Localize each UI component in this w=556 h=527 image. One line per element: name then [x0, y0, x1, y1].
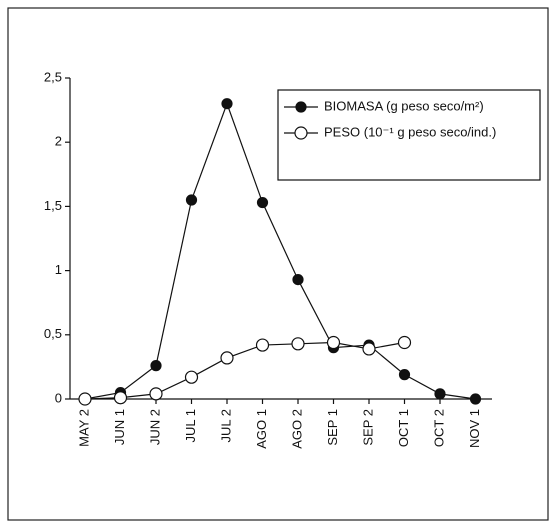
- series-line: [84, 341, 405, 400]
- y-tick-label: 1,5: [44, 198, 62, 213]
- x-tick-label: JUN 2: [147, 409, 162, 445]
- point: [220, 351, 234, 365]
- y-tick-label: 2: [55, 134, 62, 149]
- point: [113, 391, 128, 405]
- frame: [7, 7, 549, 521]
- y-tick-label: 1: [55, 262, 62, 277]
- legend-box: [277, 89, 541, 181]
- legend-marker: [295, 101, 307, 113]
- point: [150, 360, 162, 372]
- x-tick-label: NOV 1: [467, 409, 482, 448]
- x-tick-label: JUL 2: [218, 409, 233, 442]
- point: [469, 393, 482, 405]
- legend-label: BIOMASA (g peso seco/m²): [324, 98, 484, 113]
- x-tick-label: SEP 2: [360, 409, 375, 446]
- series-line: [84, 101, 476, 400]
- point: [78, 392, 92, 406]
- legend-marker: [294, 126, 308, 140]
- x-tick-label: SEP 1: [325, 409, 340, 446]
- x-tick-label: OCT 1: [396, 409, 411, 447]
- y-tick-label: 2,5: [44, 69, 62, 84]
- point: [326, 335, 341, 350]
- point: [291, 337, 305, 351]
- point: [221, 98, 233, 110]
- point: [184, 370, 199, 384]
- point: [149, 387, 163, 401]
- point: [434, 388, 446, 400]
- point: [398, 369, 411, 381]
- x-tick-label: JUN 1: [112, 409, 127, 445]
- point: [185, 194, 198, 206]
- y-tick-label: 0: [55, 390, 62, 405]
- x-tick-label: JUL 1: [183, 409, 198, 442]
- point: [362, 342, 376, 356]
- point: [255, 338, 270, 352]
- legend-label: PESO (10⁻¹ g peso seco/ind.): [324, 124, 496, 139]
- point: [397, 335, 412, 350]
- x-tick-label: AGO 2: [289, 409, 304, 449]
- x-tick-label: MAY 2: [76, 409, 91, 447]
- y-tick-label: 0,5: [44, 326, 62, 341]
- x-tick-label: AGO 1: [254, 409, 269, 449]
- x-tick-label: OCT 2: [431, 409, 446, 447]
- point: [256, 196, 269, 209]
- point: [292, 273, 304, 286]
